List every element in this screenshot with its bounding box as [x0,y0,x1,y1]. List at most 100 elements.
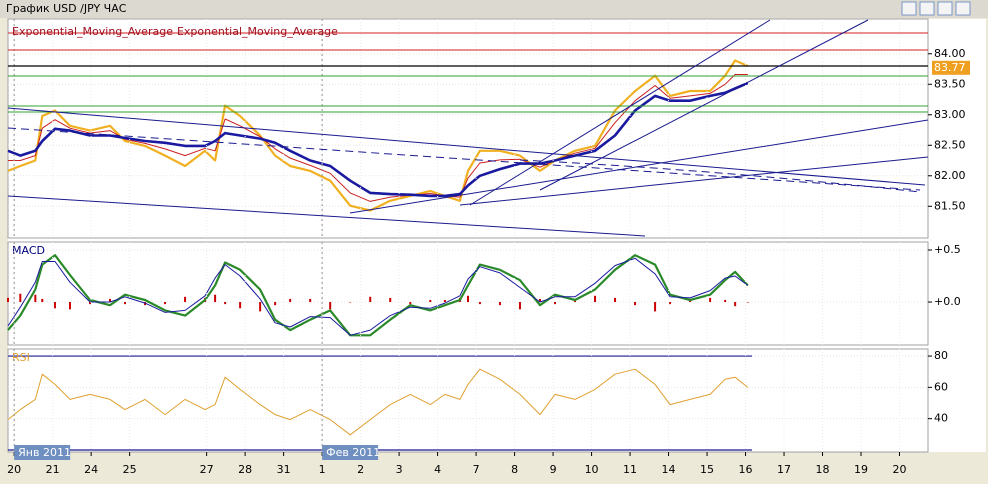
histogram-bar [259,302,262,312]
window-buttons[interactable] [901,1,971,16]
y-tick-label: 80 [934,349,948,362]
x-tick-label: 11 [623,463,637,476]
legend-entry: Exponential_Moving_Average [12,25,173,38]
panel-title: RSI [12,351,30,364]
histogram-bar [429,299,432,303]
x-tick-label: 1 [319,463,326,476]
histogram-bar [184,296,187,303]
y-tick-label: +0.0 [934,295,961,308]
x-tick-label: 8 [511,463,518,476]
x-tick-label: 25 [123,463,137,476]
close-button[interactable] [955,1,971,16]
histogram-bar [443,299,446,303]
histogram-bar [553,302,556,305]
overlay: Exponential_Moving_Average Exponential_Mo… [7,25,970,476]
histogram-bar [289,298,292,303]
minimize-button[interactable] [919,1,935,16]
histogram-bar [709,297,712,303]
x-tick-label: 20 [7,463,21,476]
x-tick-label: 3 [396,463,403,476]
x-tick-label: 27 [200,463,214,476]
histogram-bar [124,302,127,305]
x-tick-label: 15 [700,463,714,476]
trend-line [7,127,921,191]
histogram-bar [53,302,56,309]
x-tick-label: 14 [662,463,676,476]
y-tick-label: 84.00 [934,47,966,60]
x-tick-label: 18 [816,463,830,476]
x-tick-label: 4 [434,463,441,476]
histogram-bar [349,302,352,303]
series-line [7,257,749,336]
histogram-bar [41,298,44,303]
maximize-button[interactable] [937,1,953,16]
period-box [14,445,71,460]
histogram-bar [19,293,22,303]
histogram-bar [734,302,737,307]
panel-border [7,241,929,346]
histogram-bar [634,302,637,306]
y-tick-label: 60 [934,380,948,393]
panels: 84.00 83.50 83.00 82.50 82.00 81.50 +0.5 +0.0 MA… [7,18,966,453]
histogram-bar [409,302,412,305]
histogram-bar [34,294,37,303]
histogram-bar [109,298,112,303]
title-bar [0,0,988,18]
legend-entry: Exponential_Moving_Average [177,25,338,38]
x-tick-label: 20 [893,463,907,476]
histogram-bar [518,302,521,310]
x-tick-label: 16 [739,463,753,476]
histogram-bar [746,302,749,303]
panel-title: MACD [12,244,45,257]
histogram-bar [654,302,657,312]
histogram-bar [478,302,481,305]
channel-line [539,19,869,191]
y-tick-label: 82.50 [934,138,966,151]
trend-line [349,119,929,214]
histogram-bar [7,297,9,303]
x-tick-label: 19 [854,463,868,476]
window-title: График USD /JPY ЧАС [6,2,127,15]
y-tick-label: 83.50 [934,77,966,90]
histogram-bar [239,302,242,309]
y-tick-label: 81.50 [934,199,966,212]
histogram-bar [467,295,469,303]
channel-line [469,19,771,206]
x-tick-label: 31 [277,463,291,476]
trend-curve [519,159,921,193]
panel-border [7,348,929,453]
series-line [7,81,749,198]
histogram-bar [538,298,541,303]
x-tick-label: 7 [473,463,480,476]
series-line [7,59,749,212]
histogram-bar [498,302,501,306]
drawing-objects [7,19,929,237]
x-tick-label: 21 [46,463,60,476]
x-tick-label: 17 [777,463,791,476]
price-tag-label: 83.77 [934,61,966,74]
histogram-bar [68,302,71,310]
period-box [322,445,379,460]
x-tick-label: 28 [238,463,252,476]
y-tick-label: 40 [934,412,948,425]
histogram-bar [214,294,217,303]
histogram-bar [389,297,392,303]
period-label: Фев 2011 [326,446,380,459]
histogram-bar [309,298,312,303]
series-line [8,74,748,202]
x-tick-label: 10 [585,463,599,476]
series-line [7,254,749,337]
help-button[interactable] [901,1,917,16]
price-tag [932,60,970,75]
period-label: Янв 2011 [18,446,71,459]
x-tick-label: 9 [550,463,557,476]
y-tick-label: 82.00 [934,169,966,182]
x-tick-label: 2 [357,463,364,476]
histogram-bar [594,295,597,303]
histogram-bar [369,296,372,303]
histogram-bar [329,302,332,310]
y-tick-label: +0.5 [934,243,961,256]
histogram-bar [88,302,91,305]
y-tick-label: 83.00 [934,108,966,121]
